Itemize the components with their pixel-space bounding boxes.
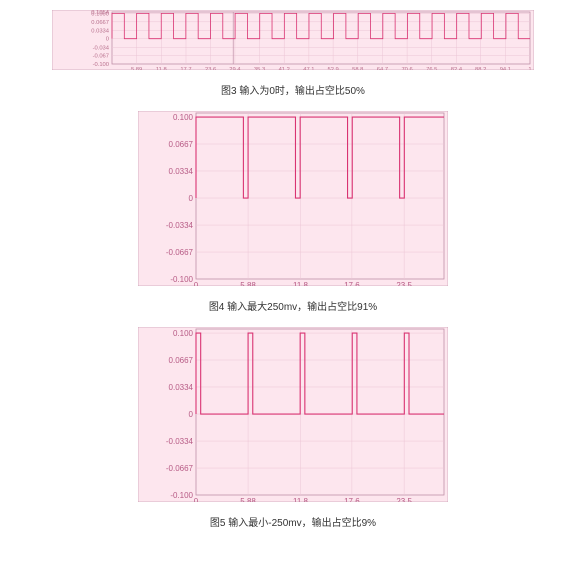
svg-text:0.1054: 0.1054 — [91, 10, 110, 16]
svg-text:-0.034: -0.034 — [93, 45, 110, 51]
svg-text:5.88: 5.88 — [240, 497, 256, 502]
svg-text:-0.0667: -0.0667 — [166, 464, 194, 473]
svg-text:82.4: 82.4 — [451, 67, 463, 70]
svg-text:1: 1 — [528, 67, 531, 70]
svg-text:5.88: 5.88 — [240, 281, 256, 286]
figure-4: -0.100 -0.0667 -0.0334 0 0.0334 0.0667 0.100 0 5… — [138, 111, 448, 286]
svg-text:35.3: 35.3 — [254, 67, 265, 70]
svg-text:64.7: 64.7 — [377, 67, 388, 70]
svg-text:23.5: 23.5 — [396, 281, 412, 286]
svg-text:94.1: 94.1 — [500, 67, 511, 70]
svg-text:0.0334: 0.0334 — [169, 167, 194, 176]
svg-text:0.0667: 0.0667 — [169, 356, 194, 365]
svg-text:29.4: 29.4 — [229, 67, 241, 70]
svg-text:47.1: 47.1 — [303, 67, 314, 70]
svg-text:-0.067: -0.067 — [93, 54, 109, 60]
svg-text:0.100: 0.100 — [173, 113, 194, 122]
svg-text:0.0334: 0.0334 — [91, 28, 110, 34]
svg-text:0: 0 — [189, 410, 194, 419]
svg-text:11.8: 11.8 — [156, 67, 167, 70]
svg-text:0.0667: 0.0667 — [91, 20, 109, 26]
svg-text:-0.0334: -0.0334 — [166, 221, 194, 230]
figure-5-caption: 图5 输入最小-250mv，输出占空比9% — [210, 514, 376, 529]
svg-text:76.5: 76.5 — [426, 67, 437, 70]
svg-text:0.100: 0.100 — [173, 329, 194, 338]
svg-text:0.0334: 0.0334 — [169, 383, 194, 392]
svg-text:-0.100: -0.100 — [170, 275, 193, 284]
svg-text:-0.100: -0.100 — [93, 62, 109, 68]
svg-text:0: 0 — [194, 497, 199, 502]
svg-text:23.6: 23.6 — [205, 67, 216, 70]
svg-text:70.6: 70.6 — [401, 67, 412, 70]
svg-text:17.7: 17.7 — [180, 67, 191, 70]
svg-text:23.5: 23.5 — [396, 497, 412, 502]
svg-text:17.6: 17.6 — [344, 497, 360, 502]
svg-text:88.2: 88.2 — [475, 67, 486, 70]
svg-text:0: 0 — [189, 194, 194, 203]
svg-text:0: 0 — [194, 281, 199, 286]
figure-3-svg: -0.100-0.067-0.03400.03340.06670.10000.1… — [52, 10, 534, 70]
figure-3: -0.100-0.067-0.03400.03340.06670.10000.1… — [52, 10, 534, 70]
svg-text:0: 0 — [106, 37, 109, 43]
svg-text:5.89: 5.89 — [131, 67, 142, 70]
svg-text:-0.100: -0.100 — [170, 491, 193, 500]
svg-text:0.0667: 0.0667 — [169, 140, 194, 149]
svg-text:-0.0334: -0.0334 — [166, 437, 194, 446]
svg-text:52.9: 52.9 — [327, 67, 338, 70]
figure-5: -0.100 -0.0667 -0.0334 0 0.0334 0.0667 0.100 0 5… — [138, 327, 448, 502]
figure-3-caption: 图3 输入为0时，输出占空比50% — [221, 82, 365, 97]
svg-text:17.6: 17.6 — [344, 281, 360, 286]
svg-text:58.8: 58.8 — [352, 67, 363, 70]
figure-4-svg: -0.100 -0.0667 -0.0334 0 0.0334 0.0667 0.100 0 5… — [138, 111, 448, 286]
svg-text:11.8: 11.8 — [293, 281, 309, 286]
svg-text:-0.0667: -0.0667 — [166, 248, 194, 257]
svg-text:11.8: 11.8 — [293, 497, 309, 502]
figure-5-svg: -0.100 -0.0667 -0.0334 0 0.0334 0.0667 0.100 0 5… — [138, 327, 448, 502]
svg-text:41.2: 41.2 — [279, 67, 290, 70]
figure-4-caption: 图4 输入最大250mv，输出占空比91% — [209, 298, 377, 313]
